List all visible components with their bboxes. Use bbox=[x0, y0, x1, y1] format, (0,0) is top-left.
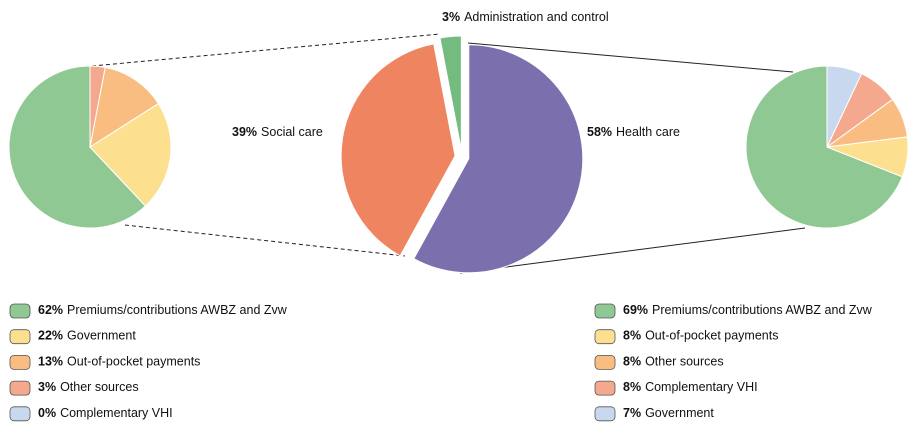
connector bbox=[459, 227, 806, 274]
value-label: 0% bbox=[38, 406, 56, 420]
category-label: Complementary VHI bbox=[60, 406, 173, 420]
value-label: 58% bbox=[587, 125, 612, 139]
connector bbox=[91, 33, 441, 67]
category-label: Health care bbox=[616, 125, 680, 139]
category-label: Premiums/contributions AWBZ and Zvw bbox=[67, 303, 288, 317]
legend-swatch bbox=[594, 406, 616, 422]
pie-slice bbox=[89, 66, 160, 149]
pie-slice bbox=[439, 35, 462, 151]
category-label: Government bbox=[67, 329, 136, 343]
pie-slice bbox=[89, 65, 106, 148]
data-label: 3% Administration and control bbox=[442, 10, 609, 24]
category-label: Government bbox=[645, 406, 714, 420]
data-label: 8% Out-of-pocket payments bbox=[623, 329, 778, 343]
legend-swatch bbox=[9, 303, 31, 319]
category-label: Out-of-pocket payments bbox=[645, 329, 778, 343]
category-label: Complementary VHI bbox=[645, 380, 758, 394]
category-label: Premiums/contributions AWBZ and Zvw bbox=[652, 303, 873, 317]
legend-swatch bbox=[594, 380, 616, 396]
value-label: 3% bbox=[38, 380, 56, 394]
data-label: 3% Other sources bbox=[38, 380, 139, 394]
value-label: 62% bbox=[38, 303, 63, 317]
legend-swatch bbox=[594, 303, 616, 319]
data-label: 39% Social care bbox=[232, 125, 323, 139]
value-label: 7% bbox=[623, 406, 641, 420]
pie-slice bbox=[826, 65, 863, 148]
value-label: 22% bbox=[38, 329, 63, 343]
connector bbox=[467, 42, 794, 73]
data-label: 8% Other sources bbox=[623, 355, 724, 369]
category-label: Social care bbox=[261, 125, 323, 139]
category-label: Out-of-pocket payments bbox=[67, 355, 200, 369]
pie-slice bbox=[745, 65, 903, 229]
category-label: Administration and control bbox=[464, 10, 609, 24]
data-label: 62% Premiums/contributions AWBZ and Zvw bbox=[38, 303, 288, 317]
pie-slice bbox=[89, 102, 172, 207]
data-label: 58% Health care bbox=[587, 125, 680, 139]
value-label: 13% bbox=[38, 355, 63, 369]
value-label: 8% bbox=[623, 355, 641, 369]
category-label: Other sources bbox=[60, 380, 139, 394]
value-label: 8% bbox=[623, 380, 641, 394]
legend-swatch bbox=[594, 354, 616, 370]
data-label: 0% Complementary VHI bbox=[38, 406, 173, 420]
value-label: 8% bbox=[623, 329, 641, 343]
legend-swatch bbox=[9, 380, 31, 396]
data-label: 69% Premiums/contributions AWBZ and Zvw bbox=[623, 303, 873, 317]
data-label: 13% Out-of-pocket payments bbox=[38, 355, 200, 369]
connector bbox=[124, 224, 406, 257]
value-label: 39% bbox=[232, 125, 257, 139]
value-label: 3% bbox=[442, 10, 460, 24]
legend-swatch bbox=[9, 354, 31, 370]
pie-slice bbox=[413, 44, 584, 274]
pie-slice bbox=[8, 65, 147, 229]
legend-swatch bbox=[9, 406, 31, 422]
data-label: 22% Government bbox=[38, 329, 136, 343]
data-label: 7% Government bbox=[623, 406, 714, 420]
pie-slice bbox=[340, 43, 456, 257]
category-label: Other sources bbox=[645, 355, 724, 369]
legend-swatch bbox=[9, 329, 31, 345]
legend-swatch bbox=[594, 329, 616, 345]
data-label: 8% Complementary VHI bbox=[623, 380, 758, 394]
value-label: 69% bbox=[623, 303, 648, 317]
